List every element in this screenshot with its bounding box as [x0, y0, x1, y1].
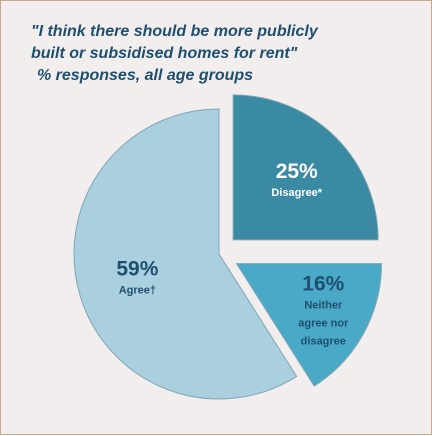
slice-percent-label-2: 59%: [116, 258, 158, 281]
pie-slice-2: [73, 108, 298, 400]
slice-category-label-0: Disagree*: [271, 187, 322, 199]
chart-title: "I think there should be more publicly b…: [31, 21, 426, 87]
slice-percent-label-0: 25%: [276, 160, 318, 183]
chart-title-line-2: built or subsidised homes for rent": [31, 45, 298, 62]
chart-title-line-1: "I think there should be more publicly: [31, 23, 318, 40]
slice-category-label-1: Neither: [304, 299, 343, 311]
chart-subtitle: % responses, all age groups: [37, 67, 254, 84]
pie-slice-0: [232, 94, 379, 241]
slice-category-label-1: disagree: [301, 335, 346, 347]
slice-category-label-2: Agree†: [119, 285, 156, 297]
pie-slice-1: [235, 263, 383, 387]
slice-category-label-1: agree nor: [298, 317, 349, 329]
slice-percent-label-1: 16%: [302, 272, 344, 295]
